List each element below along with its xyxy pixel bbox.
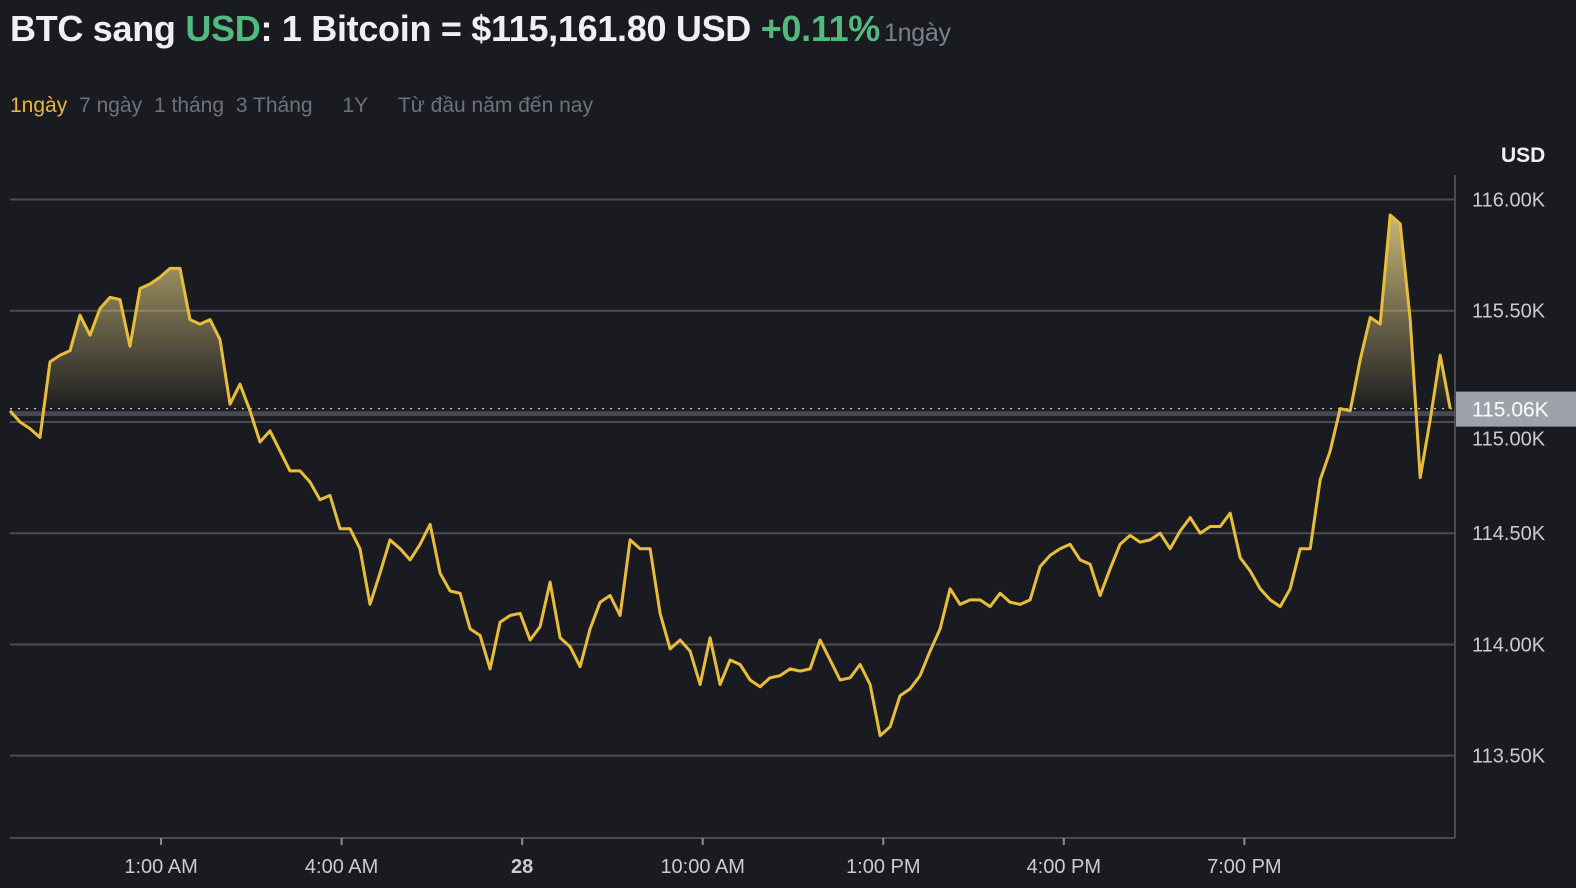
x-tick-label: 28 — [511, 856, 533, 878]
y-axis-unit: USD — [1501, 144, 1546, 167]
tab-ytd[interactable]: Từ đầu năm đến nay — [397, 94, 593, 117]
y-tick-label: 115.00K — [1472, 429, 1546, 451]
y-tick-label: 116.00K — [1472, 189, 1546, 211]
current-price-badge — [1456, 391, 1576, 427]
y-tick-label: 114.50K — [1472, 523, 1546, 545]
tab-1-year[interactable]: 1Y — [342, 94, 369, 117]
y-tick-label: 115.50K — [1472, 301, 1546, 323]
tab-7-days[interactable]: 7 ngày — [79, 94, 143, 117]
title-rate: : 1 Bitcoin = $115,161.80 USD — [260, 8, 761, 49]
change-period: 1ngày — [884, 19, 951, 47]
y-tick-label: 114.00K — [1472, 634, 1546, 656]
timeframe-tabs: 1ngày 7 ngày 1 tháng 3 Tháng 1Y Từ đầu n… — [10, 94, 599, 118]
tab-1-day[interactable]: 1ngày — [10, 94, 68, 117]
tab-3-months[interactable]: 3 Tháng — [235, 94, 313, 117]
title-quote-currency: USD — [185, 8, 261, 49]
current-price-label: 115.06K — [1472, 399, 1549, 422]
title-base: BTC sang — [10, 8, 186, 49]
price-line — [8, 213, 1452, 738]
page-title: BTC sang USD: 1 Bitcoin = $115,161.80 US… — [10, 8, 951, 50]
x-tick-label: 10:00 AM — [660, 856, 745, 878]
price-change: +0.11% — [760, 8, 881, 49]
x-tick-label: 1:00 PM — [846, 856, 920, 878]
x-tick-label: 7:00 PM — [1207, 856, 1281, 878]
x-tick-label: 1:00 AM — [124, 856, 197, 878]
x-tick-label: 4:00 PM — [1027, 856, 1101, 878]
price-area-fill — [10, 215, 1451, 409]
y-tick-label: 113.50K — [1472, 746, 1546, 768]
tab-1-month[interactable]: 1 tháng — [153, 94, 225, 117]
x-tick-label: 4:00 AM — [305, 856, 378, 878]
